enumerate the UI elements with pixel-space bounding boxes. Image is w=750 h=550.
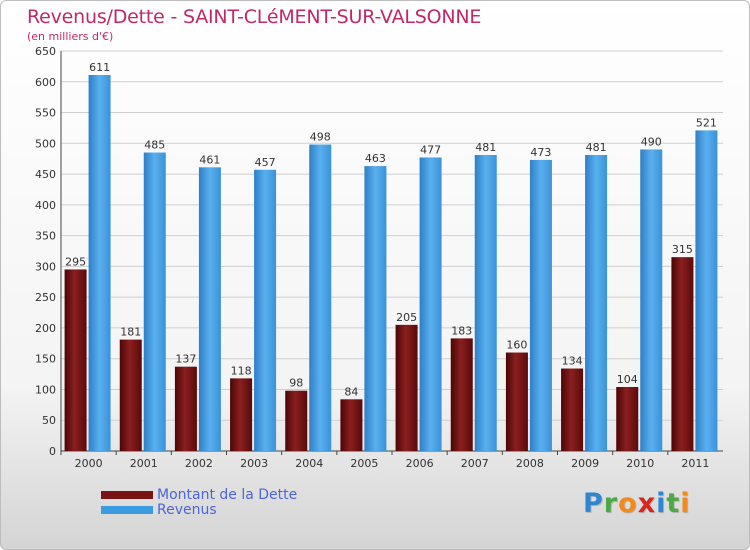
y-tick-label: 350 [35,230,56,243]
legend-swatch-revenus [101,505,153,514]
logo-letter: r [603,488,619,519]
bar-revenue-2000 [88,75,111,451]
proxiti-logo: Proxiti [583,488,691,519]
bar-debt-2002 [174,366,197,451]
bar-revenue-2002 [198,167,221,452]
data-label-revenue: 463 [365,152,386,165]
data-label-revenue: 498 [310,131,331,144]
x-tick-label: 2002 [185,457,213,470]
x-tick-label: 2008 [516,457,544,470]
bar-debt-2003 [230,378,253,451]
data-label-revenue: 457 [255,156,276,169]
legend-item-dette: Montant de la Dette [101,486,298,503]
bar-revenue-2006 [419,157,442,451]
bar-debt-2001 [119,339,142,451]
data-label-revenue: 611 [89,61,110,74]
data-label-debt: 118 [231,364,252,377]
bar-debt-2010 [616,387,639,451]
x-tick-label: 2006 [406,457,434,470]
data-label-revenue: 521 [696,116,717,129]
data-label-debt: 98 [289,377,303,390]
data-label-debt: 183 [451,324,472,337]
y-tick-label: 650 [35,45,56,58]
bar-debt-2011 [671,257,694,451]
bar-debt-2007 [450,338,473,451]
y-tick-label: 600 [35,76,56,89]
y-tick-label: 0 [49,445,56,458]
logo-letter: o [618,488,638,519]
y-tick-label: 450 [35,168,56,181]
y-tick-label: 100 [35,383,56,396]
x-tick-label: 2004 [295,457,323,470]
bar-revenue-2005 [364,166,387,452]
data-label-debt: 134 [562,355,583,368]
bar-debt-2008 [505,352,528,451]
legend-swatch-dette [101,490,153,499]
bar-revenue-2009 [585,155,608,451]
x-tick-label: 2000 [75,457,103,470]
bar-revenue-2001 [143,152,166,452]
bar-revenue-2007 [474,155,497,451]
x-tick-label: 2007 [461,457,489,470]
y-tick-label: 250 [35,291,56,304]
bar-revenue-2011 [695,130,718,451]
y-tick-label: 550 [35,107,56,120]
y-tick-label: 50 [42,414,56,427]
bar-debt-2000 [64,269,87,451]
data-label-revenue: 481 [586,141,607,154]
logo-letter: P [583,488,604,519]
data-label-debt: 315 [672,243,693,256]
logo-letter: i [680,488,691,519]
data-label-debt: 205 [396,311,417,324]
data-label-debt: 295 [65,255,86,268]
data-label-debt: 181 [120,326,141,339]
logo-letter: x [637,488,657,519]
bar-revenue-2008 [529,159,552,451]
x-tick-label: 2005 [350,457,378,470]
bar-debt-2005 [340,399,363,451]
legend: Montant de la Dette Revenus [101,486,298,518]
chart-subtitle: (en milliers d'€) [27,30,114,43]
x-tick-label: 2010 [626,457,654,470]
x-tick-label: 2003 [240,457,268,470]
y-tick-label: 200 [35,322,56,335]
data-label-debt: 84 [344,385,358,398]
data-label-revenue: 481 [475,141,496,154]
data-label-revenue: 485 [144,139,165,152]
bar-revenue-2010 [640,149,663,451]
x-tick-label: 2009 [571,457,599,470]
y-tick-label: 400 [35,199,56,212]
y-tick-label: 300 [35,260,56,273]
x-tick-label: 2001 [130,457,158,470]
bar-revenue-2003 [254,169,277,451]
data-label-debt: 137 [175,353,196,366]
chart-title: Revenus/Dette - SAINT-CLéMENT-SUR-VALSON… [27,6,482,28]
x-tick-label: 2011 [681,457,709,470]
bar-debt-2009 [561,368,584,451]
data-label-revenue: 490 [641,135,662,148]
bar-revenue-2004 [309,144,332,452]
data-label-debt: 104 [617,373,638,386]
data-label-debt: 160 [506,339,527,352]
y-tick-label: 150 [35,353,56,366]
y-tick-label: 500 [35,137,56,150]
data-label-revenue: 473 [530,146,551,159]
legend-item-revenus: Revenus [101,501,297,518]
bar-debt-2004 [285,390,308,451]
data-label-revenue: 461 [199,153,220,166]
legend-label-revenus: Revenus [157,501,217,518]
logo-letter: i [656,488,667,519]
legend-label-dette: Montant de la Dette [157,486,298,503]
bar-debt-2006 [395,324,418,451]
data-label-revenue: 477 [420,143,441,156]
logo-letter: t [666,488,681,519]
